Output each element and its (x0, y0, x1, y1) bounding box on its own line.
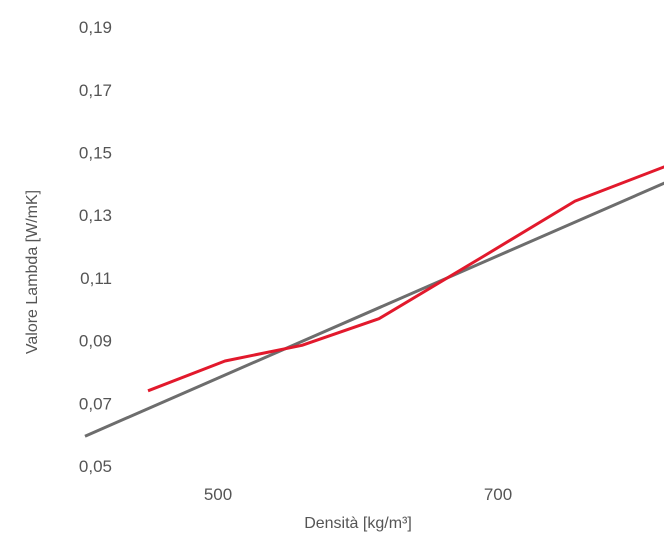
data-series-line (147, 165, 664, 393)
y-tick-label: 0,17 (79, 81, 112, 100)
trend-line (84, 181, 664, 438)
y-tick-label: 0,09 (79, 332, 112, 351)
y-tick-label: 0,07 (79, 394, 112, 413)
y-tick-label: 0,11 (80, 269, 112, 288)
x-axis-ticks: 5007009001100 (204, 485, 512, 504)
plot-area (84, 165, 664, 438)
x-tick-label: 500 (204, 485, 232, 504)
y-axis-label: Valore Lambda [W/mK] (24, 190, 41, 354)
y-tick-label: 0,05 (79, 457, 112, 476)
y-tick-label: 0,15 (79, 144, 112, 163)
y-tick-label: 0,13 (79, 206, 112, 225)
y-axis-ticks: 0,05 0,07 0,09 0,11 0,13 0,15 0,17 0,19 (79, 18, 112, 476)
y-tick-label: 0,19 (79, 18, 112, 37)
x-axis-label: Densità [kg/m³] (304, 515, 412, 532)
x-tick-label: 700 (484, 485, 512, 504)
